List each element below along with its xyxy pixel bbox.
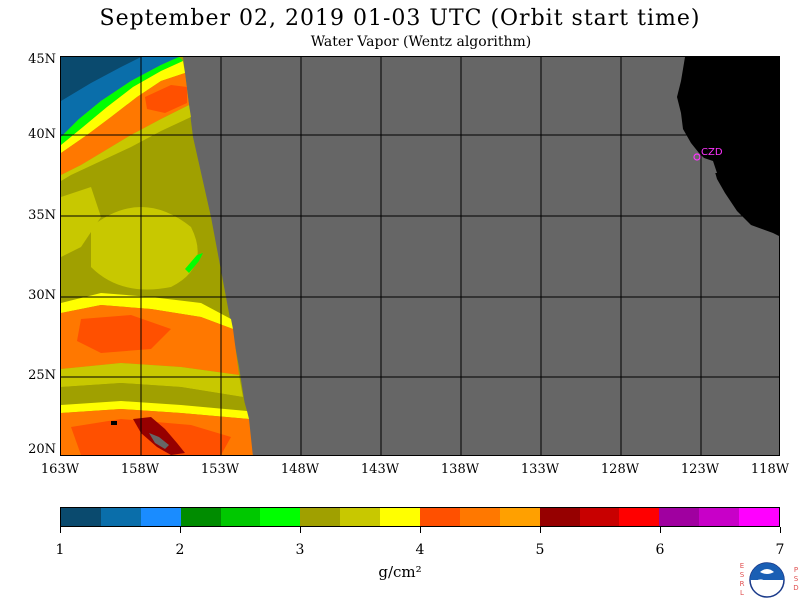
colorbar-segment bbox=[579, 508, 620, 526]
land-bay-area bbox=[697, 157, 717, 173]
station-label: CZD bbox=[701, 147, 723, 158]
colorbar-tick bbox=[299, 527, 301, 533]
colorbar-segment bbox=[459, 508, 500, 526]
colorbar-tick-label: 7 bbox=[775, 542, 785, 558]
swath-yellow-south-2 bbox=[61, 401, 249, 419]
noaa-logo-icon bbox=[749, 562, 785, 598]
colorbar-segment bbox=[140, 508, 181, 526]
swath-data bbox=[61, 57, 253, 455]
lon-label: 153W bbox=[200, 462, 240, 477]
lon-label: 163W bbox=[40, 462, 80, 477]
water-vapor-map bbox=[60, 56, 780, 456]
swath-yellow-south-edge bbox=[61, 293, 233, 329]
lat-label: 30N bbox=[28, 288, 56, 303]
colorbar-segment bbox=[220, 508, 261, 526]
colorbar-segment bbox=[260, 508, 301, 526]
colorbar-segment bbox=[300, 508, 341, 526]
colorbar-tick-label: 1 bbox=[55, 542, 65, 558]
colorbar-segment bbox=[180, 508, 221, 526]
swath-yellow-center bbox=[91, 207, 198, 290]
lon-label: 143W bbox=[360, 462, 400, 477]
colorbar-segment bbox=[699, 508, 740, 526]
colorbar-segment bbox=[539, 508, 580, 526]
lat-label: 40N bbox=[28, 127, 56, 142]
colorbar-tick-label: 2 bbox=[175, 542, 185, 558]
swath-olive-south bbox=[61, 383, 247, 411]
lat-label: 45N bbox=[28, 52, 56, 67]
swath-yellow-left bbox=[61, 187, 101, 257]
land-west-coast bbox=[677, 57, 779, 236]
colorbar-tick-label: 4 bbox=[415, 542, 425, 558]
swath-hawaii-land bbox=[111, 421, 117, 425]
swath-yellow-north bbox=[61, 61, 185, 153]
map-subtitle: Water Vapor (Wentz algorithm) bbox=[310, 34, 532, 50]
swath-darkblue-north bbox=[61, 57, 141, 101]
colorbar-segment bbox=[499, 508, 540, 526]
colorbar-segment bbox=[380, 508, 421, 526]
colorbar-segment bbox=[100, 508, 141, 526]
colorbar-unit: g/cm² bbox=[378, 563, 422, 581]
swath-green-north bbox=[61, 57, 183, 145]
colorbar-segment bbox=[61, 508, 101, 526]
colorbar-segment bbox=[659, 508, 700, 526]
colorbar-segment bbox=[739, 508, 780, 526]
lon-label: 123W bbox=[680, 462, 720, 477]
swath-green-speck-1 bbox=[185, 253, 203, 273]
swath-orange-south-inner bbox=[77, 315, 171, 353]
lon-label: 138W bbox=[440, 462, 480, 477]
lat-label: 25N bbox=[28, 368, 56, 383]
swath-yellow-south bbox=[61, 363, 243, 397]
colorbar-tick bbox=[539, 527, 541, 533]
lat-label: 35N bbox=[28, 208, 56, 223]
colorbar-segment bbox=[340, 508, 381, 526]
graticule bbox=[61, 57, 779, 455]
colorbar-tick-label: 3 bbox=[295, 542, 305, 558]
lon-label: 118W bbox=[750, 462, 790, 477]
swath-orange-north-inner bbox=[145, 85, 187, 113]
lon-label: 158W bbox=[120, 462, 160, 477]
swath-hawaii-gray bbox=[149, 433, 169, 449]
swath-yellow-mid bbox=[61, 105, 191, 181]
lon-label: 148W bbox=[280, 462, 320, 477]
colorbar-tick bbox=[59, 527, 61, 533]
map-canvas bbox=[61, 57, 779, 455]
colorbar-tick bbox=[179, 527, 181, 533]
colorbar-tick bbox=[419, 527, 421, 533]
colorbar-segment bbox=[619, 508, 660, 526]
colorbar-tick bbox=[779, 527, 781, 533]
colorbar bbox=[60, 507, 780, 527]
swath-darkred bbox=[133, 417, 185, 455]
station-marker bbox=[693, 153, 701, 161]
colorbar-tick bbox=[659, 527, 661, 533]
map-title: September 02, 2019 01-03 UTC (Orbit star… bbox=[99, 6, 701, 31]
lon-label: 133W bbox=[520, 462, 560, 477]
colorbar-tick-label: 6 bbox=[655, 542, 665, 558]
lon-label: 128W bbox=[600, 462, 640, 477]
colorbar-segment bbox=[420, 508, 460, 526]
colorbar-tick-label: 5 bbox=[535, 542, 545, 558]
lat-label: 20N bbox=[28, 442, 56, 457]
